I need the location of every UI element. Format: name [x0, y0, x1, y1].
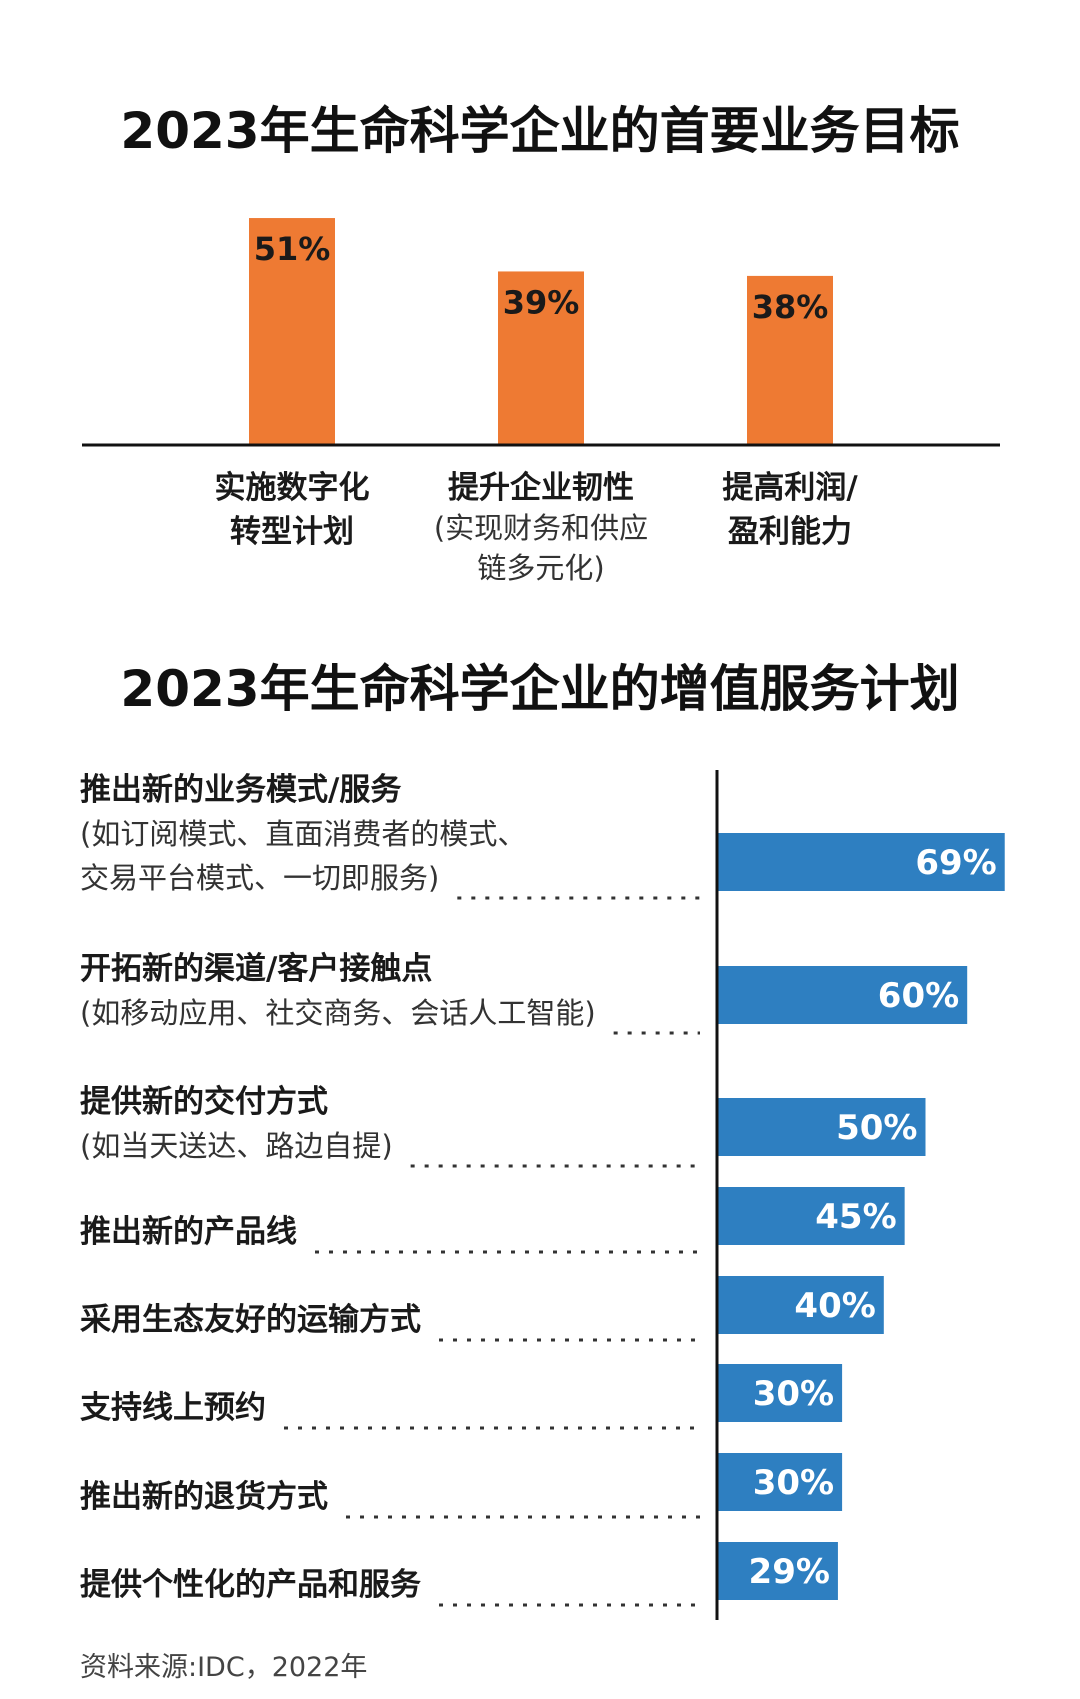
- service-label-note: (如移动应用、社交商务、会话人工智能): [80, 996, 596, 1030]
- service-label-note: (如当天送达、路边自提): [80, 1129, 393, 1163]
- service-bar-value: 30%: [753, 1374, 834, 1414]
- service-label: 推出新的业务模式/服务: [80, 772, 401, 808]
- service-label: 推出新的退货方式: [80, 1479, 328, 1515]
- infographic: 2023年生命科学企业的首要业务目标 51% 实施数字化转型计划 39% 提升企业韧性…: [0, 0, 1080, 1699]
- infographic-canvas: 2023年生命科学企业的首要业务目标 51% 实施数字化转型计划 39% 提升企业韧性…: [0, 0, 1080, 1699]
- service-bar-value: 29%: [749, 1552, 830, 1592]
- service-bar-value: 40%: [794, 1286, 875, 1326]
- goal-category-label: 实施数字化: [215, 470, 370, 506]
- goal-category-label: 盈利能力: [728, 514, 852, 550]
- value-added-services-title: 2023年生命科学企业的增值服务计划: [120, 660, 959, 718]
- service-label-note: 交易平台模式、一切即服务): [80, 861, 439, 895]
- goal-bar-value: 51%: [254, 230, 331, 268]
- service-bar-value: 60%: [878, 976, 959, 1016]
- goal-category-label: 提升企业韧性: [448, 470, 634, 506]
- goal-bar-value: 39%: [503, 283, 580, 321]
- service-bar-value: 69%: [915, 843, 996, 883]
- service-bar-value: 45%: [815, 1197, 896, 1237]
- service-label: 采用生态友好的运输方式: [80, 1302, 421, 1338]
- goal-category-label: 转型计划: [230, 514, 354, 550]
- goal-category-note: 链多元化): [477, 551, 604, 585]
- service-bar-value: 30%: [753, 1463, 834, 1503]
- service-label: 提供个性化的产品和服务: [80, 1567, 421, 1603]
- service-label: 推出新的产品线: [80, 1214, 297, 1250]
- source-note: 资料来源:IDC，2022年: [80, 1652, 367, 1683]
- service-label: 提供新的交付方式: [80, 1084, 328, 1120]
- goal-category-note: (实现财务和供应: [434, 511, 648, 545]
- service-label: 开拓新的渠道/客户接触点: [80, 951, 432, 987]
- service-label-note: (如订阅模式、直面消费者的模式、: [80, 817, 526, 851]
- goal-category-label: 提高利润/: [722, 470, 858, 506]
- goal-bar-value: 38%: [752, 288, 829, 326]
- value-added-services-chart: 69% 推出新的业务模式/服务 (如订阅模式、直面消费者的模式、交易平台模式、一切即…: [80, 770, 1005, 1620]
- service-label: 支持线上预约: [80, 1390, 266, 1426]
- service-bar-value: 50%: [836, 1108, 917, 1148]
- business-goals-title: 2023年生命科学企业的首要业务目标: [120, 102, 959, 160]
